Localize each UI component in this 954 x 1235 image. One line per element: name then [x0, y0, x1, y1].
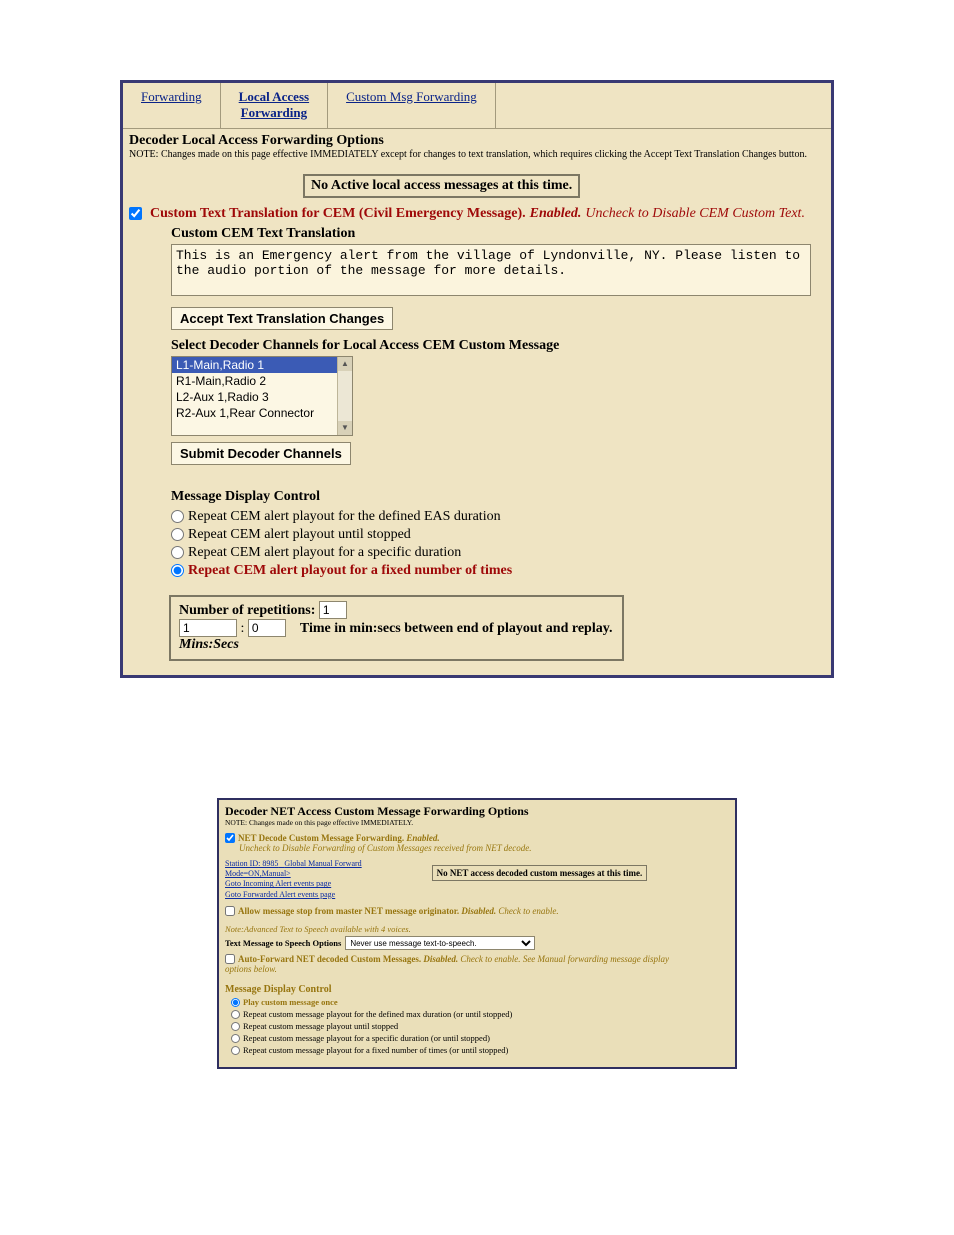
station-id-link[interactable]: Station ID: 8985 — [225, 859, 278, 868]
net-forwarding-state-text: Enabled. — [406, 833, 439, 843]
p2-radio[interactable] — [231, 1046, 240, 1055]
status-box: No Active local access messages at this … — [303, 174, 580, 198]
p2-radio-label: Play custom message once — [243, 997, 338, 1007]
page-title: Decoder Local Access Forwarding Options — [123, 129, 831, 149]
net-status-box: No NET access decoded custom messages at… — [432, 865, 648, 881]
p2-radio-group: Play custom message once Repeat custom m… — [225, 997, 729, 1055]
time-colon: : — [241, 621, 245, 636]
scroll-down-icon[interactable]: ▼ — [338, 421, 352, 435]
allow-stop-label: Allow message stop from master NET messa… — [238, 906, 459, 916]
tab-bar: Forwarding Local Access Forwarding Custo… — [123, 83, 831, 129]
p2-radio-label: Repeat custom message playout for a spec… — [243, 1033, 490, 1043]
cem-enable-checkbox[interactable] — [129, 207, 142, 220]
playout-radio-label: Repeat CEM alert playout for a specific … — [188, 545, 461, 561]
p2-radio-item[interactable]: Repeat custom message playout for a fixe… — [231, 1045, 729, 1055]
net-forwarding-checkbox[interactable] — [225, 833, 235, 843]
playout-radio-label: Repeat CEM alert playout until stopped — [188, 527, 411, 543]
p2-radio-item[interactable]: Repeat custom message playout for the de… — [231, 1009, 729, 1019]
auto-forward-tail3: options below. — [225, 964, 729, 974]
net-forwarding-label: NET Decode Custom Message Forwarding. — [238, 833, 404, 843]
tts-note: Note:Advanced Text to Speech available w… — [225, 924, 729, 934]
repetitions-box: Number of repetitions: : Time in min:sec… — [169, 595, 624, 661]
net-forwarding-tail: Uncheck to Disable Forwarding of Custom … — [225, 843, 729, 853]
net-access-panel: Decoder NET Access Custom Message Forwar… — [217, 798, 737, 1070]
repetitions-input[interactable] — [319, 601, 347, 619]
mins-input[interactable] — [179, 619, 237, 637]
p2-radio[interactable] — [231, 1010, 240, 1019]
cem-enable-tail: Uncheck to Disable CEM Custom Text. — [585, 206, 805, 222]
p2-radio[interactable] — [231, 1022, 240, 1031]
decoder-channel-option[interactable]: L2-Aux 1,Radio 3 — [172, 389, 352, 405]
auto-forward-checkbox[interactable] — [225, 954, 235, 964]
allow-stop-tail: Check to enable. — [498, 906, 558, 916]
p2-radio[interactable] — [231, 1034, 240, 1043]
page-note: NOTE: Changes made on this page effectiv… — [123, 149, 831, 168]
tts-select[interactable]: Never use message text-to-speech. — [345, 936, 535, 950]
playout-radio-item[interactable]: Repeat CEM alert playout until stopped — [171, 527, 831, 543]
mins-secs-label: Mins:Secs — [179, 637, 239, 652]
playout-radio[interactable] — [171, 546, 184, 559]
allow-stop-checkbox[interactable] — [225, 906, 235, 916]
message-display-control-heading: Message Display Control — [171, 489, 831, 505]
mode-link[interactable]: Mode=ON,Manual> — [225, 869, 291, 878]
tab-local-access-forwarding[interactable]: Local Access Forwarding — [221, 83, 328, 128]
auto-forward-state: Disabled. — [423, 954, 458, 964]
playout-radio[interactable] — [171, 564, 184, 577]
decoder-channel-option[interactable]: R2-Aux 1,Rear Connector — [172, 405, 352, 421]
auto-forward-tail2: See Manual forwarding message display — [523, 954, 669, 964]
p2-radio-label: Repeat custom message playout for the de… — [243, 1009, 512, 1019]
allow-stop-state: Disabled. — [461, 906, 496, 916]
playout-radio[interactable] — [171, 528, 184, 541]
playout-radio-item[interactable]: Repeat CEM alert playout for the defined… — [171, 509, 831, 525]
cem-enable-row: Custom Text Translation for CEM (Civil E… — [123, 204, 831, 224]
playout-radio-item[interactable]: Repeat CEM alert playout for a specific … — [171, 545, 831, 561]
tab-local-access-line2: Forwarding — [241, 105, 307, 120]
cem-enable-label: Custom Text Translation for CEM (Civil E… — [150, 206, 526, 222]
decoder-channel-option[interactable]: L1-Main,Radio 1 — [172, 357, 352, 373]
playout-radio[interactable] — [171, 510, 184, 523]
accept-translation-button[interactable]: Accept Text Translation Changes — [171, 307, 393, 330]
auto-forward-tail1: Check to enable. — [460, 954, 520, 964]
incoming-events-link[interactable]: Goto Incoming Alert events page — [225, 879, 331, 888]
cem-translation-textarea[interactable]: This is an Emergency alert from the vill… — [171, 244, 811, 296]
p2-msg-ctrl-heading: Message Display Control — [225, 984, 729, 995]
local-access-panel: Forwarding Local Access Forwarding Custo… — [120, 80, 834, 678]
tab-local-access-line1: Local Access — [239, 89, 309, 104]
p2-radio[interactable] — [231, 998, 240, 1007]
cem-translation-heading: Custom CEM Text Translation — [171, 226, 831, 242]
net-panel-note: NOTE: Changes made on this page effectiv… — [225, 818, 729, 827]
tab-forwarding[interactable]: Forwarding — [123, 83, 221, 128]
scroll-up-icon[interactable]: ▲ — [338, 357, 352, 371]
net-links-block: Station ID: 8985 Global Manual Forward M… — [225, 859, 362, 901]
submit-channels-button[interactable]: Submit Decoder Channels — [171, 442, 351, 465]
playout-radio-group: Repeat CEM alert playout for the defined… — [171, 507, 831, 583]
p2-radio-item[interactable]: Repeat custom message playout for a spec… — [231, 1033, 729, 1043]
repetitions-label: Number of repetitions: — [179, 603, 315, 618]
playout-radio-label: Repeat CEM alert playout for a fixed num… — [188, 563, 512, 579]
p2-radio-label: Repeat custom message playout for a fixe… — [243, 1045, 508, 1055]
net-panel-title: Decoder NET Access Custom Message Forwar… — [225, 805, 729, 818]
auto-forward-label: Auto-Forward NET decoded Custom Messages… — [238, 954, 421, 964]
global-forward-link[interactable]: Global Manual Forward — [284, 859, 361, 868]
playout-radio-label: Repeat CEM alert playout for the defined… — [188, 509, 501, 525]
playout-radio-item[interactable]: Repeat CEM alert playout for a fixed num… — [171, 563, 831, 579]
decoder-channels-listbox[interactable]: L1-Main,Radio 1 R1-Main,Radio 2 L2-Aux 1… — [171, 356, 353, 436]
p2-radio-item[interactable]: Repeat custom message playout until stop… — [231, 1021, 729, 1031]
p2-radio-label: Repeat custom message playout until stop… — [243, 1021, 398, 1031]
p2-radio-item[interactable]: Play custom message once — [231, 997, 729, 1007]
cem-enable-state: Enabled. — [530, 206, 582, 222]
decoder-channel-option[interactable]: R1-Main,Radio 2 — [172, 373, 352, 389]
decoder-channels-heading: Select Decoder Channels for Local Access… — [171, 338, 831, 354]
tab-custom-msg-forwarding[interactable]: Custom Msg Forwarding — [328, 83, 496, 128]
forwarded-events-link[interactable]: Goto Forwarded Alert events page — [225, 890, 335, 899]
time-tail-label: Time in min:secs between end of playout … — [300, 621, 613, 636]
secs-input[interactable] — [248, 619, 286, 637]
tts-label: Text Message to Speech Options — [225, 938, 341, 948]
